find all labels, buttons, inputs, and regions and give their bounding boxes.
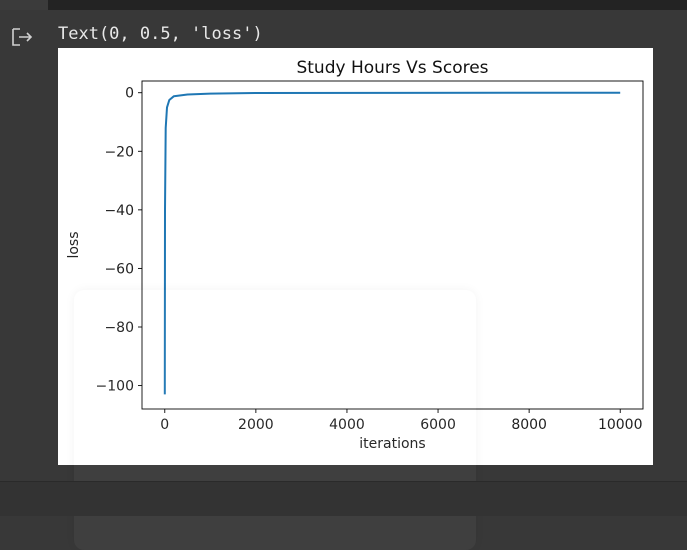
- x-tick-label: 10000: [598, 417, 643, 433]
- y-tick-label: −60: [104, 261, 134, 277]
- chart-figure: 0 2000 4000 6000 8000 10000 0 −20 −40 −60 −80 −100 S…: [58, 48, 653, 465]
- y-tick-label: 0: [125, 86, 134, 102]
- top-toolbar-strip: [0, 0, 687, 10]
- x-tick-label: 6000: [420, 417, 456, 433]
- chart-title: Study Hours Vs Scores: [296, 58, 488, 78]
- toolbar-tab[interactable]: [0, 0, 48, 10]
- y-tick-label: −100: [96, 379, 134, 395]
- loss-chart: 0 2000 4000 6000 8000 10000 0 −20 −40 −60 −80 −100 S…: [66, 58, 644, 452]
- y-tick-label: −80: [104, 320, 134, 336]
- y-tick-label: −40: [104, 203, 134, 219]
- y-axis-label: loss: [66, 231, 82, 258]
- x-tick-label: 8000: [511, 417, 547, 433]
- y-tick-label: −20: [104, 144, 134, 160]
- x-axis-label: iterations: [359, 436, 425, 452]
- output-arrow-icon: [10, 26, 36, 48]
- x-tick-label: 0: [160, 417, 169, 433]
- next-cell-area[interactable]: [0, 481, 687, 516]
- series-line-0: [163, 91, 621, 395]
- x-tick-label: 4000: [329, 417, 365, 433]
- cell-output-text: Text(0, 0.5, 'loss'): [58, 24, 263, 44]
- axes-frame: [141, 80, 644, 410]
- x-tick-label: 2000: [238, 417, 274, 433]
